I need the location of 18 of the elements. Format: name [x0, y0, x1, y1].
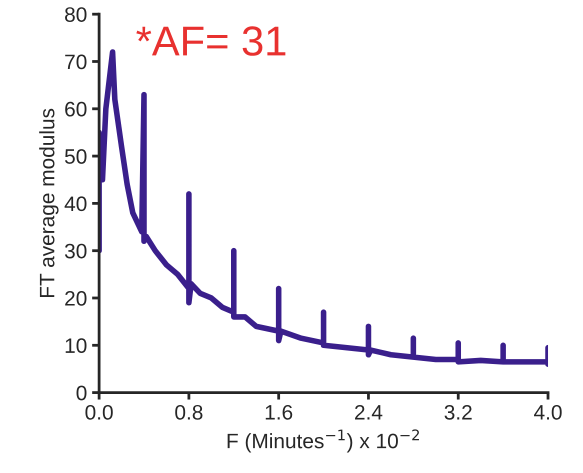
x-tick-label: 2.4	[355, 404, 382, 420]
y-tick-label: 50	[64, 149, 86, 164]
y-tick-label: 80	[65, 7, 86, 22]
y-tick-label: 70	[65, 54, 86, 70]
y-tick-label: 60	[65, 102, 86, 117]
x-axis-title: F (Minutes$^{−1}$) x 10$^{−2}$	[228, 429, 419, 452]
y-axis-title: FT average modulus	[39, 108, 59, 298]
x-tick-label: 3.2	[444, 404, 472, 420]
x-tick-label: 4.0	[534, 404, 562, 420]
y-tick-label: 20	[65, 290, 86, 306]
y-tick-label: 0	[76, 386, 86, 400]
x-tick-label: 0.0	[85, 404, 113, 420]
x-tick-label: 1.6	[266, 404, 292, 420]
annotation: *AF= 31	[136, 26, 286, 56]
y-tick-label: 40	[64, 196, 86, 212]
y-tick-label: 30	[64, 244, 86, 258]
y-tick-label: 10	[66, 338, 86, 354]
x-tick-label: 0.8	[175, 404, 202, 420]
